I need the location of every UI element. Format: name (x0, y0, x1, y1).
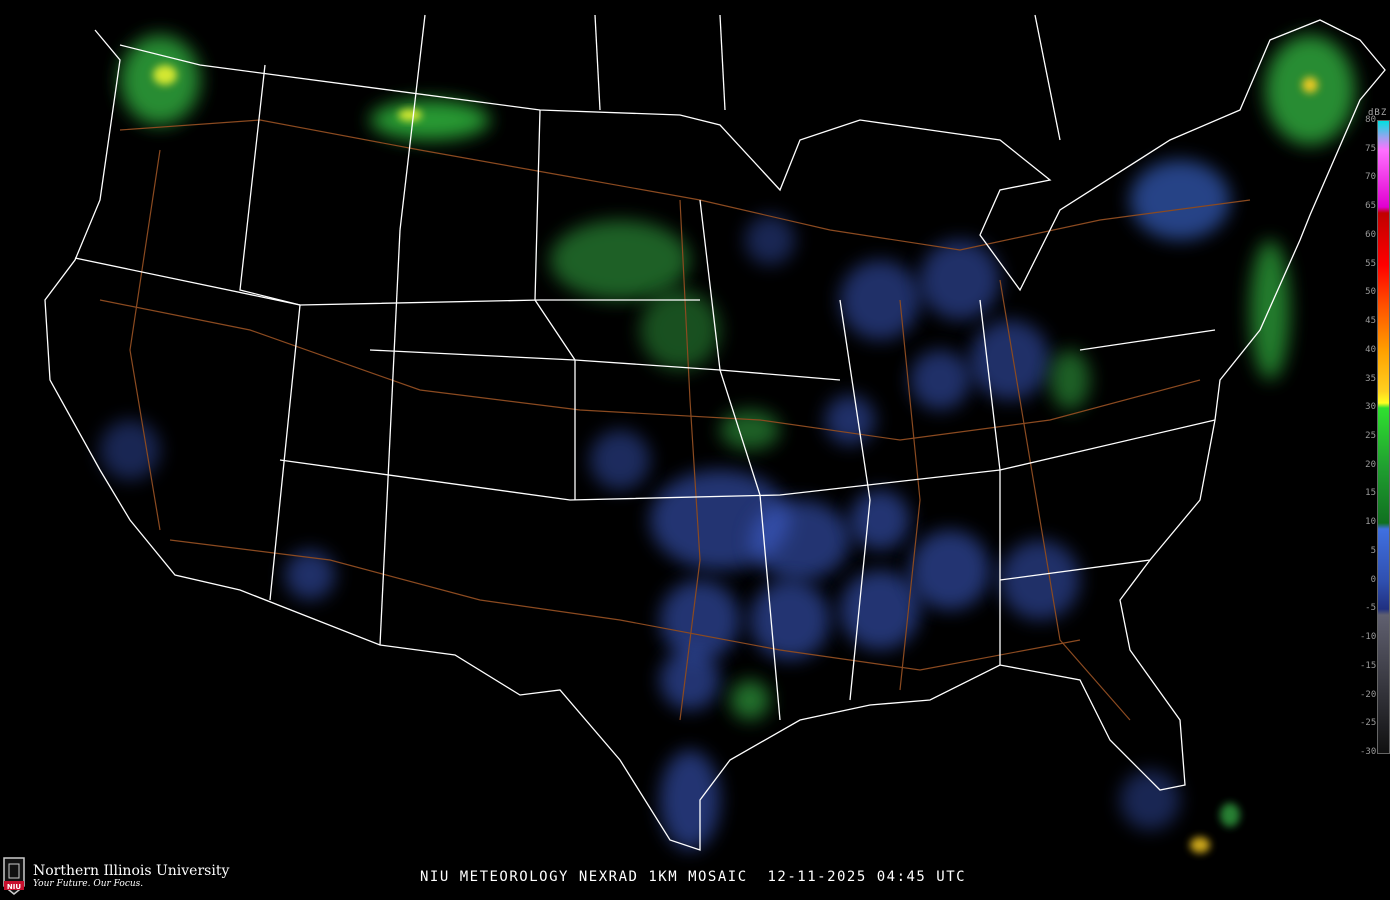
legend-tick-label: -5 (1365, 603, 1376, 614)
radar-echo (730, 680, 770, 720)
legend-tick-label: -15 (1360, 660, 1377, 671)
legend-color-segment (1378, 264, 1389, 305)
legend-color-segment (1378, 580, 1389, 610)
radar-echo (910, 350, 970, 410)
legend-tick-label: 25 (1365, 431, 1376, 441)
niu-shield-icon: NIU (2, 856, 26, 896)
radar-echo (825, 395, 875, 445)
legend-color-segment (1378, 304, 1389, 351)
university-name: Northern Illinois University (33, 863, 230, 879)
radar-echoes (100, 35, 1355, 853)
legend-tick-label: -20 (1360, 689, 1377, 700)
radar-echo (1120, 770, 1180, 830)
radar-echo (745, 215, 795, 265)
legend-color-segment (1378, 609, 1389, 616)
legend-color-segment (1378, 138, 1389, 150)
state-borders (44, 14, 1386, 851)
radar-echo (750, 580, 830, 660)
radar-echo (1190, 837, 1210, 853)
radar-echo (660, 650, 720, 710)
legend-tick-label: -10 (1360, 632, 1377, 643)
radar-echo (840, 260, 920, 340)
radar-echo (1302, 77, 1318, 93)
radar-echo (850, 490, 910, 550)
legend-color-segment (1378, 523, 1389, 529)
legend-color-bar (1377, 120, 1390, 754)
radar-echo (660, 750, 720, 850)
legend-color-segment (1378, 615, 1389, 753)
legend-tick-label: 80 (1365, 115, 1376, 125)
radar-echo (910, 530, 990, 610)
radar-echo (1250, 240, 1290, 380)
legend-tick-label: 75 (1365, 143, 1376, 154)
niu-badge-text: NIU (7, 883, 21, 891)
radar-echo (370, 100, 490, 140)
legend-color-segment (1378, 149, 1389, 208)
legend-tick-label: 60 (1365, 229, 1376, 240)
legend-tick-label: 45 (1365, 316, 1376, 327)
radar-echo (640, 290, 720, 370)
radar-echo (1050, 350, 1090, 410)
legend-tick-label: 30 (1365, 402, 1376, 413)
legend-tick-label: 55 (1365, 258, 1376, 269)
radar-echo (153, 65, 177, 85)
radar-echo (590, 430, 650, 490)
radar-echo (1000, 540, 1080, 620)
radar-echo (100, 420, 160, 480)
legend-color-segment (1378, 121, 1389, 139)
legend-tick-label: 0 (1370, 574, 1376, 585)
legend-color-segment (1378, 402, 1389, 409)
radar-echo (970, 320, 1050, 400)
radar-echo (1130, 160, 1230, 240)
legend-color-segment (1378, 465, 1389, 524)
legend-tick-label: -25 (1360, 718, 1377, 729)
radar-echo (840, 570, 920, 650)
radar-echo (660, 580, 740, 660)
radar-echo (550, 220, 690, 300)
niu-logo: NIU Northern Illinois University Your Fu… (2, 856, 229, 896)
radar-echo (1220, 803, 1240, 827)
legend-tick-label: -30 (1360, 747, 1377, 757)
legend-color-segment (1378, 207, 1389, 213)
radar-echo (398, 109, 422, 121)
radar-echo (920, 240, 1000, 320)
dbz-color-legend: dBZ 80 75 70 65 60 55 50 45 40 35 30 25 20 15 10 5 0 -5 -1… (1360, 108, 1390, 758)
legend-tick-label: 65 (1365, 201, 1376, 212)
legend-color-segment (1378, 212, 1389, 265)
radar-echo (720, 410, 780, 450)
legend-color-segment (1378, 391, 1389, 403)
legend-tick-label: 10 (1365, 517, 1376, 528)
legend-tick-label: 70 (1365, 172, 1376, 183)
highways (99, 119, 1251, 721)
legend-tick-label: 15 (1365, 488, 1376, 499)
legend-tick-label: 40 (1365, 344, 1376, 355)
legend-tick-label: 50 (1365, 287, 1376, 298)
legend-tick-label: 5 (1370, 545, 1376, 556)
legend-color-segment (1378, 528, 1389, 581)
mosaic-title: NIU METEOROLOGY NEXRAD 1KM MOSAIC 12-11-… (420, 869, 967, 885)
university-tagline: Your Future. Our Focus. (33, 879, 144, 889)
legend-color-segment (1378, 408, 1389, 466)
legend-unit: dBZ (1368, 108, 1388, 118)
radar-echo (750, 500, 850, 580)
legend-color-segment (1378, 350, 1389, 392)
legend-tick-label: 20 (1365, 459, 1376, 470)
radar-echo (285, 550, 335, 600)
legend-tick-label: 35 (1365, 373, 1376, 384)
